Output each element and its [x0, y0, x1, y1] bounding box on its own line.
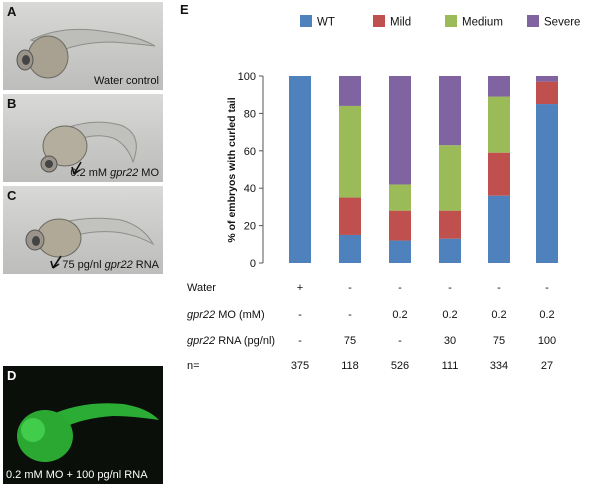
panel-label-c: C [7, 188, 17, 203]
table-cell: 526 [390, 360, 410, 372]
table-cell: - [348, 282, 352, 294]
table-cell: - [298, 335, 302, 347]
panel-d-image: D 0.2 mM MO + 100 pg/nl RNA [3, 366, 163, 484]
panel-label-d: D [7, 368, 17, 383]
panel-c-image: C 75 pg/nl gpr22 RNA [3, 186, 163, 274]
y-tick-label: 100 [238, 71, 256, 83]
bar-segment-mild [488, 152, 510, 196]
table-cell: - [398, 335, 402, 347]
bar-segment-wt [488, 195, 510, 263]
bar-segment-medium [339, 105, 361, 198]
table-cell: 118 [341, 360, 359, 372]
bar-segment-wt [389, 240, 411, 263]
table-row-water: Water + - - - - - [175, 280, 595, 298]
bar-segment-wt [339, 234, 361, 263]
panel-b-image: B 0.2 mM gpr22 MO [3, 94, 163, 182]
y-tick-label: 80 [244, 108, 256, 120]
legend-label-wt: WT [317, 17, 335, 29]
bar-segment-medium [439, 145, 461, 211]
bar-segment-mild [339, 197, 361, 235]
bar-segment-severe [488, 76, 510, 97]
legend-swatch-severe [527, 15, 539, 27]
table-cell: - [398, 282, 402, 294]
table-cell: 27 [540, 360, 554, 372]
bar-segment-mild [389, 210, 411, 241]
embryo-image-b [40, 121, 137, 175]
stacked-bar-chart: 0 20 40 60 80 100 % of embryos with curled tai… [226, 15, 580, 270]
panel-a-image: A Water control [3, 2, 163, 90]
table-cell: 30 [443, 335, 457, 347]
legend-label-medium: Medium [462, 17, 503, 29]
bar-segment-severe [439, 76, 461, 146]
table-cell: 100 [537, 335, 557, 347]
row-label-n: n= [187, 360, 200, 372]
y-tick-label: 20 [244, 221, 256, 233]
table-cell: - [497, 282, 501, 294]
panel-label-b: B [7, 96, 17, 111]
y-axis-title: % of embryos with curled tail [226, 97, 238, 242]
bar-segment-severe [389, 76, 411, 185]
table-cell: 75 [343, 335, 357, 347]
panel-caption-b: 0.2 mM gpr22 MO [70, 167, 159, 179]
legend-label-mild: Mild [390, 17, 411, 29]
embryo-image-d-fluorescent [17, 403, 159, 462]
legend-swatch-medium [445, 15, 457, 27]
table-row-n: n= 375 118 526 111 334 27 [175, 358, 595, 376]
panel-caption-d: 0.2 mM MO + 100 pg/nl RNA [6, 469, 148, 481]
bar-segment-mild [439, 210, 461, 239]
embryo-image-a [16, 28, 156, 79]
table-cell: + [296, 282, 304, 294]
legend-swatch-mild [373, 15, 385, 27]
table-row-rna: gpr22 RNA (pg/nl) - 75 - 30 75 100 [175, 333, 595, 351]
table-cell: 111 [441, 360, 459, 372]
y-tick-label: 40 [244, 183, 256, 195]
legend-swatch-wt [300, 15, 312, 27]
embryo-image-c [25, 217, 155, 269]
bar-segment-wt [439, 238, 461, 263]
table-cell: 375 [290, 360, 310, 372]
bar-segment-medium [389, 184, 411, 211]
panel-caption-a: Water control [93, 75, 159, 87]
y-tick-label: 60 [244, 146, 256, 158]
table-cell: 0.2 [491, 309, 507, 321]
y-tick-label: 0 [250, 258, 256, 270]
table-cell: 0.2 [392, 309, 408, 321]
table-cell: - [545, 282, 549, 294]
table-cell: - [448, 282, 452, 294]
panel-label-a: A [7, 4, 17, 19]
bar-segment-wt [536, 104, 558, 263]
row-label-rna: gpr22 RNA (pg/nl) [187, 335, 276, 347]
bar-segment-mild [536, 81, 558, 105]
bar-segment-wt [289, 76, 311, 263]
legend-label-severe: Severe [544, 17, 580, 29]
panel-caption-c: 75 pg/nl gpr22 RNA [62, 259, 159, 271]
table-cell: 0.2 [539, 309, 555, 321]
table-cell: 334 [489, 360, 509, 372]
bar-segment-severe [339, 76, 361, 106]
row-label-mo: gpr22 MO (mM) [187, 309, 265, 321]
table-row-mo: gpr22 MO (mM) - - 0.2 0.2 0.2 0.2 [175, 307, 595, 325]
panel-label-e: E [180, 2, 189, 17]
table-cell: 75 [492, 335, 506, 347]
table-cell: 0.2 [442, 309, 458, 321]
row-label-water: Water [187, 282, 216, 294]
table-cell: - [348, 309, 352, 321]
bar-segment-medium [488, 96, 510, 153]
bar-segment-severe [536, 76, 558, 82]
table-cell: - [298, 309, 302, 321]
